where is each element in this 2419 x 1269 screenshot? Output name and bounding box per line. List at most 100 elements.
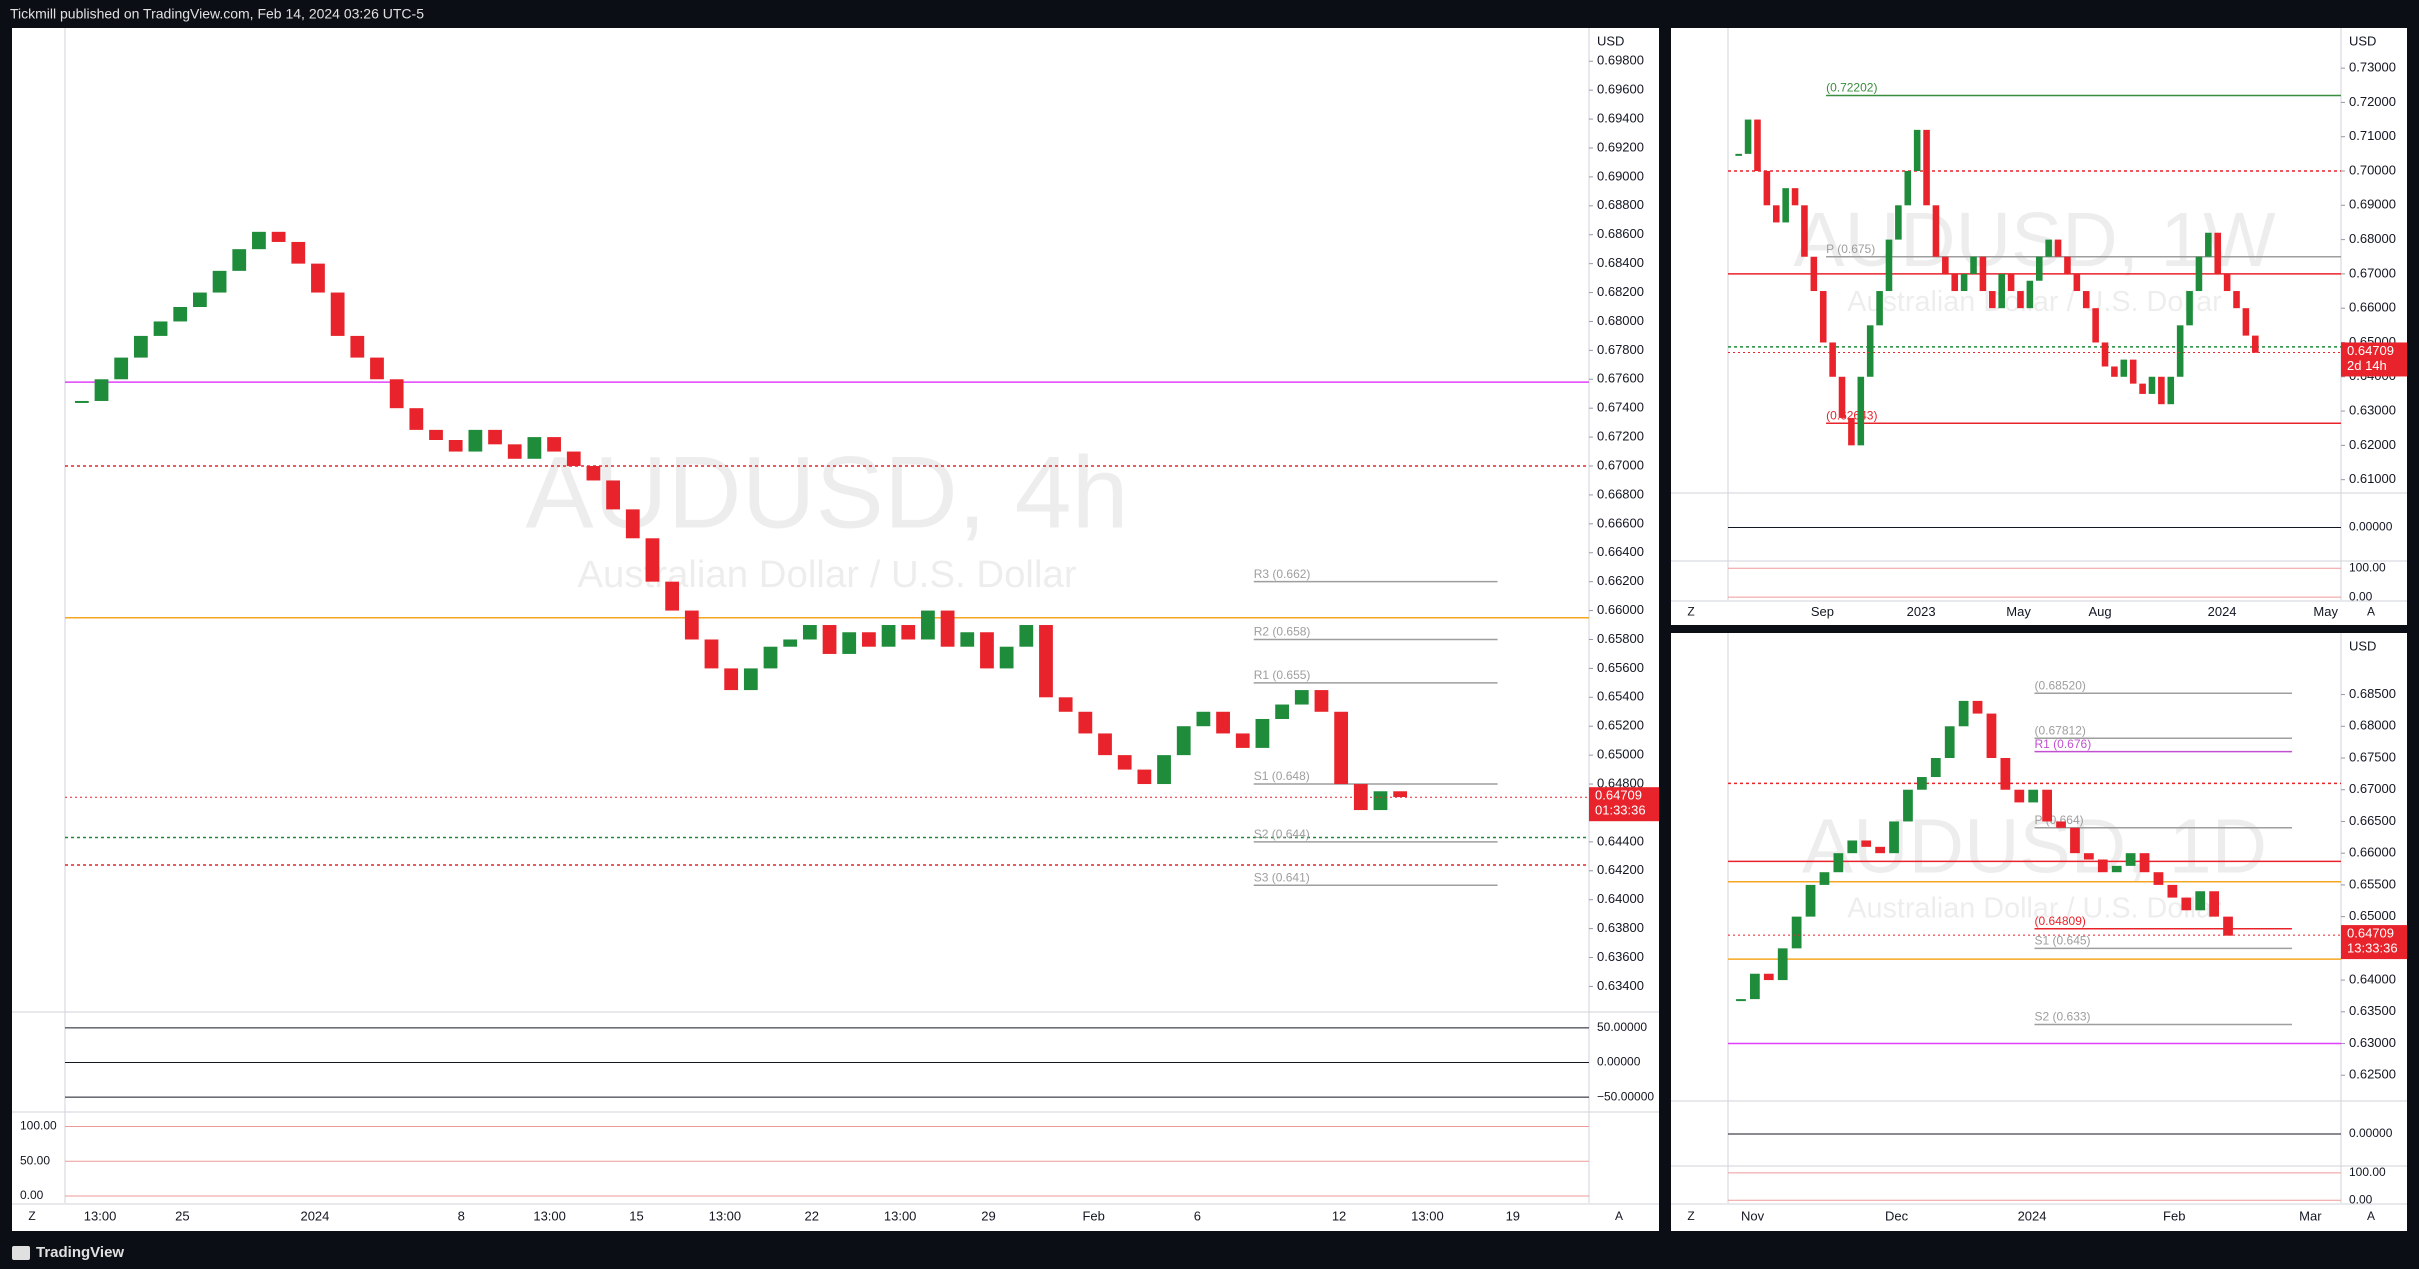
candle xyxy=(763,646,778,669)
candle xyxy=(1903,789,1913,822)
candle xyxy=(271,231,286,242)
stoch-tick-label: 0.00 xyxy=(20,1188,44,1202)
candle xyxy=(1986,713,1997,758)
button-z[interactable]: Z xyxy=(1687,1209,1694,1223)
y-tick-label: 0.62500 xyxy=(2349,1067,2396,1082)
candle xyxy=(232,249,247,271)
candle xyxy=(2017,291,2024,309)
candle xyxy=(1960,273,1968,292)
y-tick-label: 0.67800 xyxy=(1597,342,1644,357)
candle xyxy=(1137,769,1152,785)
y-tick-label: 0.68600 xyxy=(1597,226,1644,241)
candle xyxy=(724,668,739,691)
button-a[interactable]: A xyxy=(2367,1209,2375,1223)
last-price-badge xyxy=(2341,342,2407,377)
y-tick-label: 0.70000 xyxy=(2349,162,2396,177)
y-tick-label: 0.65800 xyxy=(1597,631,1644,646)
candle xyxy=(212,270,227,293)
y-tick-label: 0.66000 xyxy=(2349,845,2396,860)
x-tick-label: 2024 xyxy=(2018,1208,2047,1223)
candle xyxy=(1019,625,1034,647)
y-tick-label: 0.68000 xyxy=(2349,718,2396,733)
candle xyxy=(1763,171,1771,206)
candle xyxy=(862,632,876,647)
y-tick-label: 0.69800 xyxy=(1597,53,1644,68)
osc-tick-label: 0.00000 xyxy=(1597,1055,1641,1069)
x-tick-label: 13:00 xyxy=(1411,1208,1444,1223)
level-label: S2 (0.633) xyxy=(2035,1010,2091,1024)
axis-unit: USD xyxy=(2349,33,2376,48)
y-tick-label: 0.63500 xyxy=(2349,1003,2396,1018)
candle xyxy=(2125,853,2136,866)
y-tick-label: 0.63800 xyxy=(1597,920,1644,935)
candle xyxy=(2000,757,2011,790)
candle xyxy=(2028,789,2039,803)
y-tick-label: 0.67000 xyxy=(2349,781,2396,796)
candle xyxy=(2082,291,2090,309)
candle xyxy=(252,231,266,250)
y-tick-label: 0.69600 xyxy=(1597,82,1644,97)
level-label: (0.72202) xyxy=(1826,81,1877,95)
y-tick-label: 0.68200 xyxy=(1597,284,1644,299)
candle xyxy=(2026,280,2034,309)
x-tick-label: Feb xyxy=(2163,1208,2185,1223)
candle xyxy=(901,625,916,640)
candle xyxy=(999,646,1014,669)
button-a[interactable]: A xyxy=(2367,605,2375,619)
candle xyxy=(2084,853,2094,860)
y-tick-label: 0.67200 xyxy=(1597,429,1644,444)
candle xyxy=(921,610,935,640)
candle xyxy=(2070,827,2080,854)
candle xyxy=(2209,891,2219,917)
candle xyxy=(1819,872,1830,885)
stoch-tick-label: 100.00 xyxy=(2349,1165,2386,1179)
candle xyxy=(1782,188,1789,223)
candle xyxy=(606,480,620,510)
watermark-subtitle: Australian Dollar / U.S. Dollar xyxy=(1847,286,2222,318)
candle xyxy=(330,292,345,336)
x-tick-label: 13:00 xyxy=(84,1208,117,1223)
y-tick-label: 0.69000 xyxy=(1597,168,1644,183)
candle xyxy=(2054,239,2062,257)
countdown: 2d 14h xyxy=(2347,358,2387,373)
axis-unit: USD xyxy=(2349,638,2376,653)
candle xyxy=(2035,256,2043,281)
x-tick-label: 29 xyxy=(981,1208,995,1223)
candle xyxy=(1039,625,1053,698)
candle xyxy=(1744,119,1752,154)
candle xyxy=(1904,171,1912,206)
candle xyxy=(980,632,994,669)
candle xyxy=(1895,205,1902,240)
candle xyxy=(1777,948,1788,981)
candle xyxy=(1998,273,2005,309)
candle xyxy=(2111,366,2118,377)
candle xyxy=(2242,308,2250,336)
candle xyxy=(704,639,719,669)
button-z[interactable]: Z xyxy=(28,1209,35,1223)
button-a[interactable]: A xyxy=(1615,1209,1623,1223)
candle xyxy=(684,610,699,640)
x-tick-label: 2023 xyxy=(1907,604,1936,619)
candle xyxy=(2167,884,2178,898)
button-z[interactable]: Z xyxy=(1687,605,1694,619)
candle xyxy=(1373,791,1388,811)
y-tick-label: 0.65000 xyxy=(2349,908,2396,923)
candle xyxy=(2120,359,2128,377)
candle xyxy=(2148,376,2156,394)
x-tick-label: 13:00 xyxy=(884,1208,917,1223)
candle xyxy=(1098,733,1112,756)
candle xyxy=(2223,916,2233,936)
candle xyxy=(2139,383,2146,394)
last-price-label: 0.64709 xyxy=(2347,343,2394,358)
candle xyxy=(153,321,168,336)
stoch-tick-label: 0.00 xyxy=(2349,589,2373,603)
x-tick-label: 25 xyxy=(175,1208,189,1223)
x-tick-label: 2024 xyxy=(300,1208,329,1223)
level-label: S3 (0.641) xyxy=(1254,870,1310,884)
y-tick-label: 0.67000 xyxy=(2349,265,2396,280)
candle xyxy=(1763,973,1774,981)
y-tick-label: 0.63000 xyxy=(2349,1035,2396,1050)
candle xyxy=(311,263,325,293)
candle xyxy=(1972,700,1983,714)
